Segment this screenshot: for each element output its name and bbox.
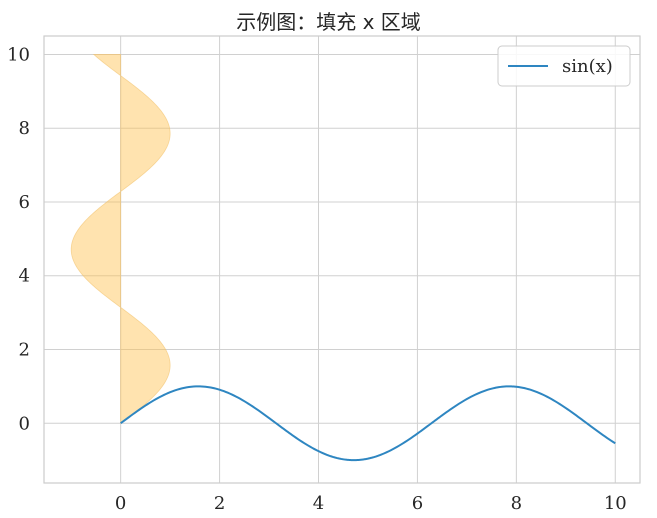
tick-layer: 0 2 4 6 8 10 0 2 4 6 8 10 [7, 44, 627, 514]
legend-box [497, 45, 631, 87]
legend-label: sin(x) [562, 56, 613, 77]
line-layer [120, 385, 616, 462]
plot-frame [43, 35, 641, 484]
fill-layer [70, 54, 171, 425]
y-tick-label: 2 [19, 339, 30, 360]
x-tick-label: 0 [115, 493, 126, 514]
grid-layer [44, 36, 640, 483]
chart-title: 示例图：填充 x 区域 [236, 10, 421, 34]
y-tick-label: 0 [19, 413, 30, 434]
x-tick-label: 10 [604, 493, 627, 514]
x-tick-label: 4 [313, 493, 324, 514]
plot-border [43, 35, 641, 484]
y-tick-label: 6 [19, 192, 30, 213]
y-tick-label: 10 [7, 44, 30, 65]
x-tick-label: 2 [214, 493, 225, 514]
x-tick-label: 8 [511, 493, 522, 514]
x-tick-label: 6 [412, 493, 423, 514]
fill-area [70, 54, 171, 425]
y-tick-label: 4 [19, 266, 30, 287]
legend: sin(x) [497, 45, 631, 87]
y-tick-label: 8 [19, 118, 30, 139]
series-line-sin [120, 385, 616, 462]
